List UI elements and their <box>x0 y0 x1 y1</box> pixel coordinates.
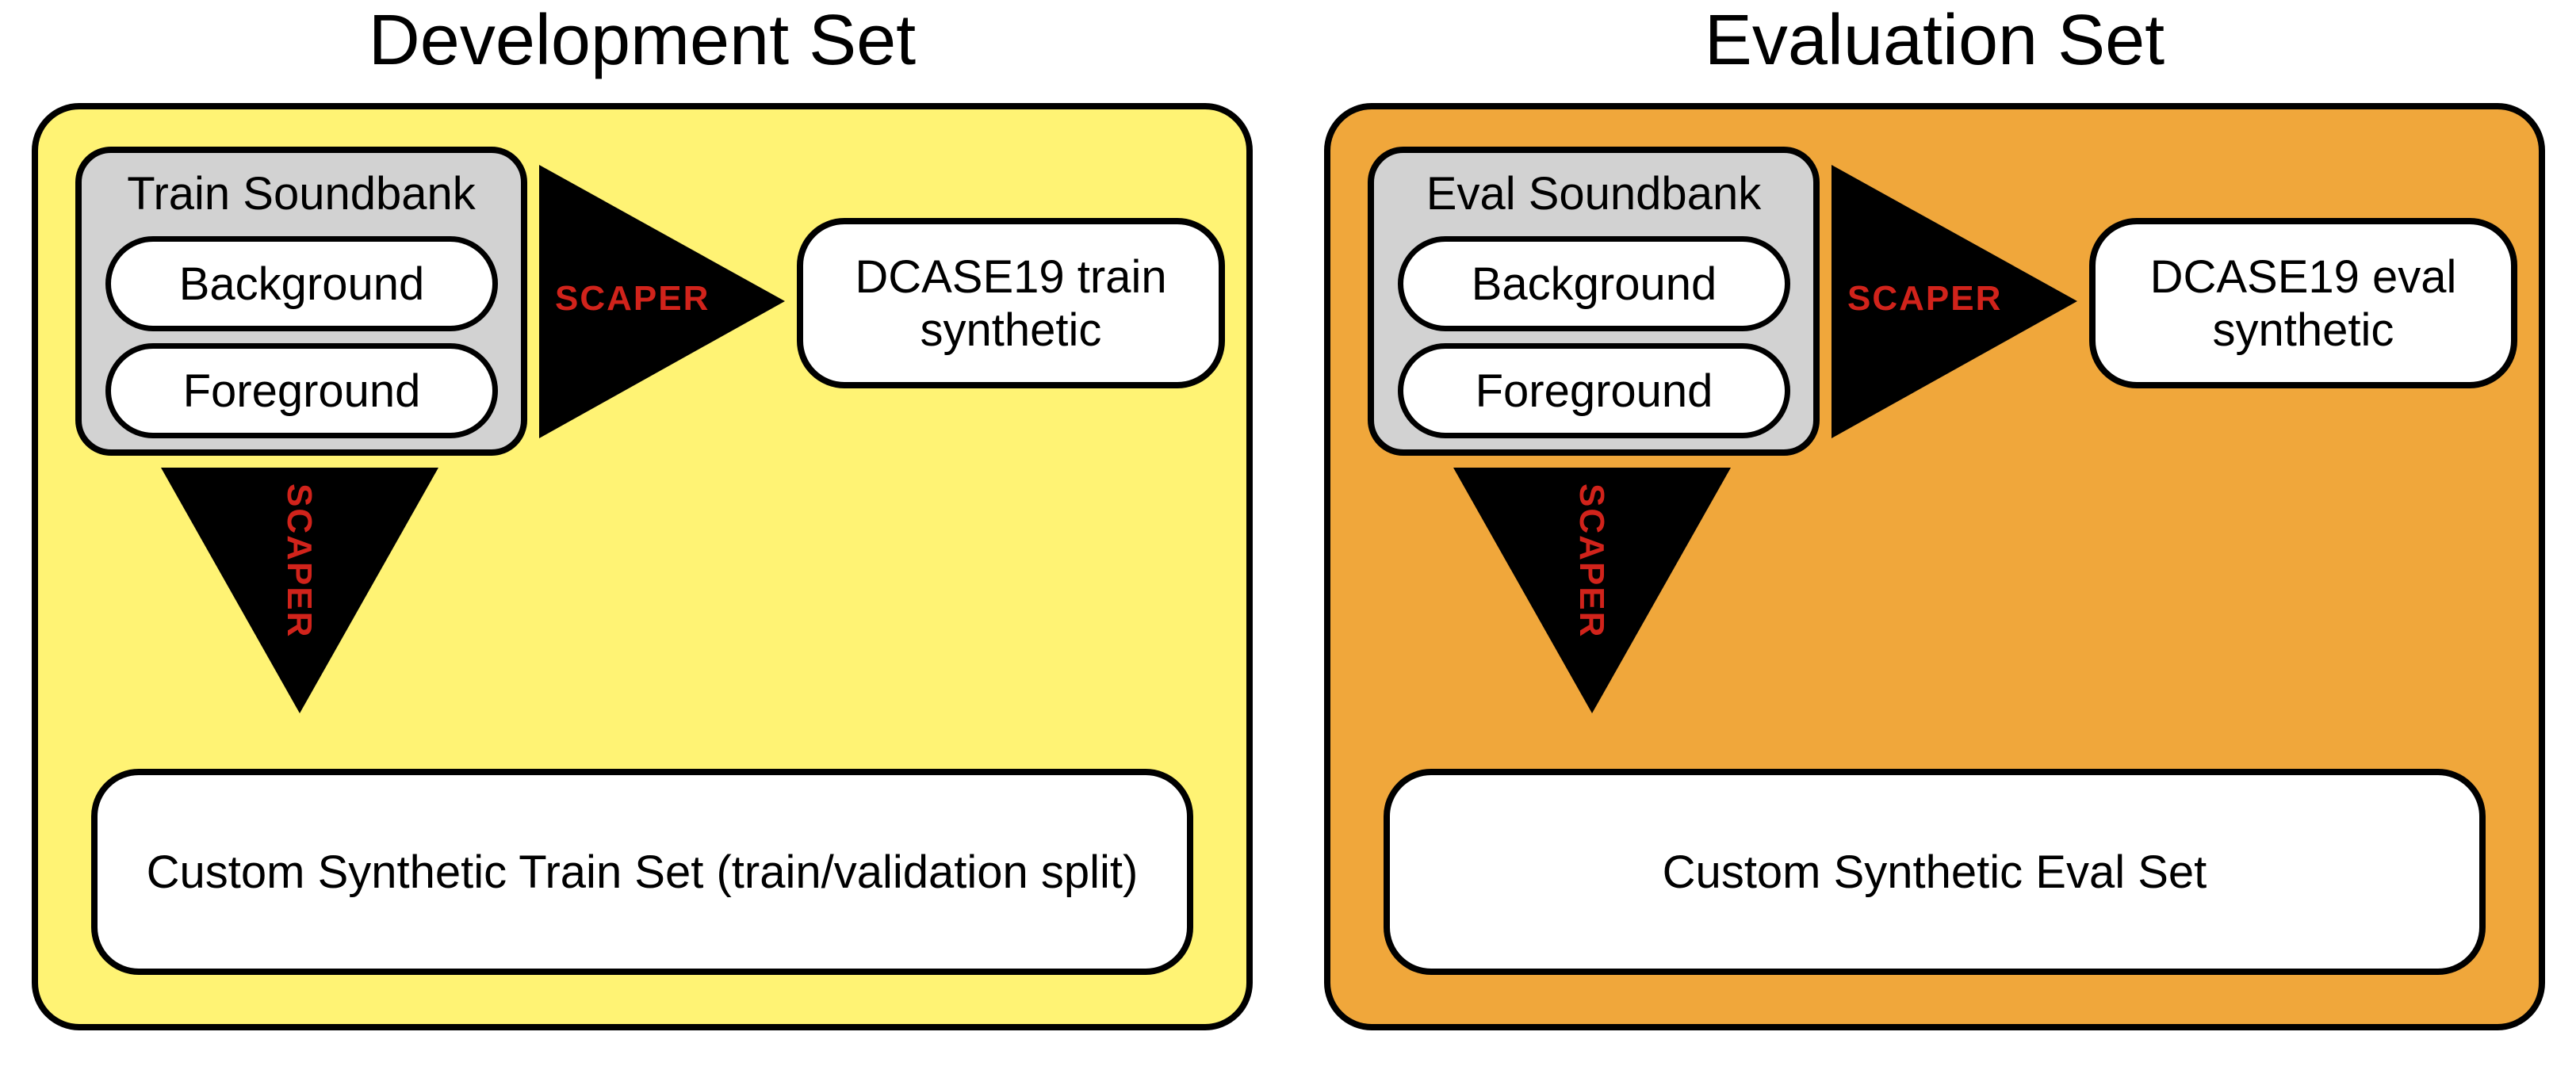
eval-sb-item-background: Background <box>1398 236 1790 331</box>
dev-title: Development Set <box>32 0 1253 82</box>
eval-custom-output: Custom Synthetic Eval Set <box>1384 769 2486 975</box>
dev-sb-item-foreground: Foreground <box>105 343 498 438</box>
eval-dcase-output: DCASE19 eval synthetic <box>2089 218 2517 388</box>
scaper-label-eval-down: SCAPER <box>1571 483 1611 638</box>
dev-soundbank: Train Soundbank Background Foreground <box>75 147 527 456</box>
diagram-canvas: Development Set Train Soundbank Backgrou… <box>0 0 2576 1070</box>
eval-title: Evaluation Set <box>1324 0 2545 82</box>
dev-sb-item-background: Background <box>105 236 498 331</box>
eval-sb-item-foreground: Foreground <box>1398 343 1790 438</box>
dev-custom-output: Custom Synthetic Train Set (train/valida… <box>91 769 1193 975</box>
dev-soundbank-title: Train Soundbank <box>82 167 521 220</box>
dev-dcase-output: DCASE19 train synthetic <box>797 218 1225 388</box>
eval-soundbank-title: Eval Soundbank <box>1374 167 1813 220</box>
scaper-label-dev-right: SCAPER <box>555 279 710 319</box>
scaper-label-dev-down: SCAPER <box>279 483 319 638</box>
eval-soundbank: Eval Soundbank Background Foreground <box>1368 147 1820 456</box>
scaper-label-eval-right: SCAPER <box>1847 279 2002 319</box>
